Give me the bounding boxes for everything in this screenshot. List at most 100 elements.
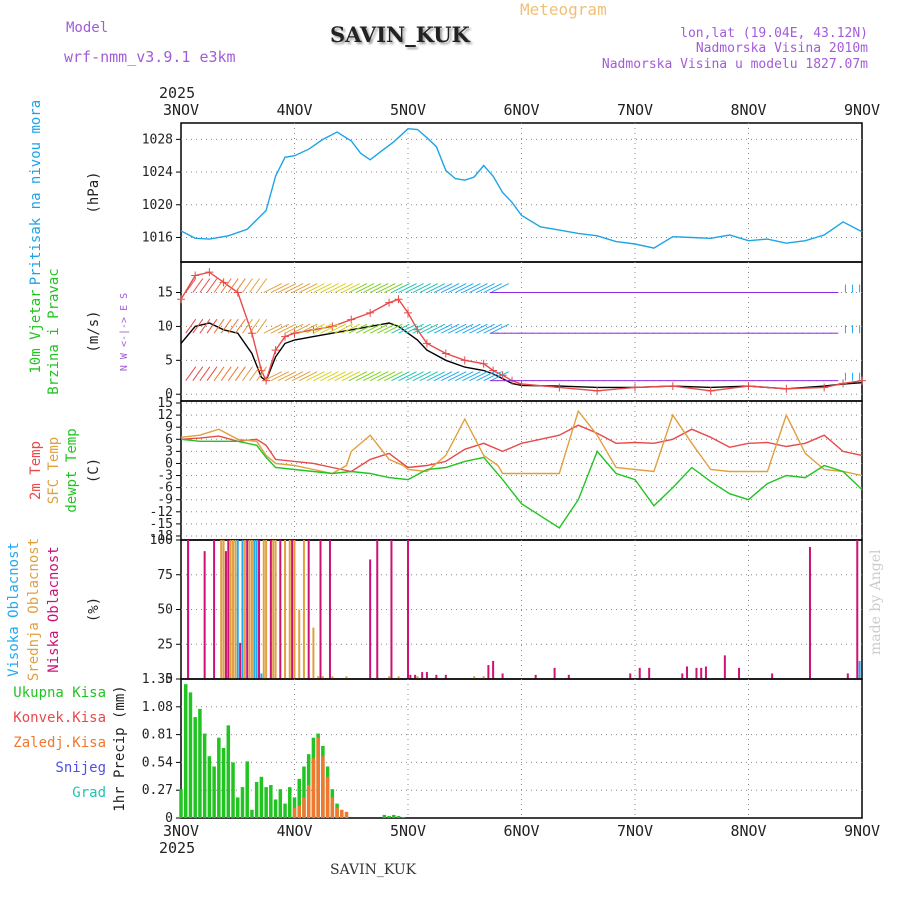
cloud-bar — [723, 655, 726, 679]
cloud-bar — [250, 540, 253, 679]
precip-bar — [259, 776, 264, 818]
precip-bar — [221, 747, 226, 818]
wind-side-label-1: Brzina i Pravac — [46, 268, 62, 394]
wind-arrow — [476, 323, 495, 334]
cloud-bar — [236, 540, 239, 679]
wind-arrow — [440, 283, 460, 293]
wind-arrow — [469, 283, 488, 293]
cloud-bar — [260, 673, 263, 679]
cloud-bar — [407, 540, 409, 679]
wind-arrow — [277, 323, 297, 334]
wind-arrow — [306, 323, 325, 334]
top-xtick-label: 8NOV — [730, 101, 766, 119]
wind-arrow — [256, 318, 268, 334]
cloud-bar — [397, 676, 400, 679]
precip-ytick-label: 0.81 — [142, 728, 173, 743]
wind-gust-marker — [205, 268, 214, 277]
bottom-xtick-label: 8NOV — [730, 822, 766, 840]
wind-arrow — [355, 283, 375, 293]
wind-arrow — [377, 371, 396, 382]
precip-bar — [382, 814, 387, 818]
wind-arrow — [199, 366, 211, 381]
cloud-bar — [328, 540, 331, 679]
cloud-bar — [253, 540, 256, 679]
cloud-bar — [279, 540, 282, 679]
cloud-bar — [425, 672, 428, 679]
pressure-ytick-label: 1020 — [142, 198, 173, 213]
wind-arrow — [447, 283, 467, 293]
top-xtick-label: 7NOV — [617, 101, 653, 119]
precip-bar — [231, 762, 235, 818]
wind-gust-marker — [422, 339, 431, 348]
bottom-xtick-label: 4NOV — [276, 822, 312, 840]
cloud-bar — [700, 667, 703, 679]
wind-arrow — [234, 366, 246, 381]
wind-arrow — [398, 371, 417, 382]
wind-arrow — [256, 278, 268, 293]
wind-arrow — [433, 323, 453, 334]
wind-arrow — [341, 283, 361, 293]
cloud-bar — [291, 540, 294, 679]
temperature-ytick-label: 0 — [165, 456, 173, 471]
temperature-ytick-label: 6 — [165, 432, 173, 447]
wind-arrow — [348, 323, 368, 334]
wind-arrow — [369, 323, 389, 334]
precip-bar — [330, 797, 335, 818]
cloud-bar — [421, 672, 424, 679]
cloud-ytick-label: 75 — [157, 568, 173, 583]
precip-bar — [236, 797, 240, 818]
cloud-bar — [203, 551, 206, 679]
wind-gust-marker — [479, 359, 488, 368]
wind-arrow — [419, 283, 439, 293]
cloud-bar — [704, 666, 707, 679]
temperature-side-label-0: 2m Temp — [28, 441, 44, 500]
cloud-bar — [213, 540, 216, 679]
wind-arrow — [220, 366, 232, 381]
wind-gust-marker — [858, 376, 866, 385]
cloud-bar — [246, 540, 249, 679]
cloud-bar — [414, 674, 417, 679]
wind-arrow — [327, 283, 346, 293]
top-xtick-label: 6NOV — [503, 101, 539, 119]
cloud-bar — [187, 540, 190, 679]
precip-ytick-label: 1.35 — [142, 672, 173, 687]
cloud-bar — [681, 673, 684, 679]
cloud-bar — [220, 540, 223, 679]
wind-gust-marker — [366, 308, 375, 317]
precip-legend-2: Zaledj.Kisa — [13, 735, 106, 751]
wind-ytick-label: 5 — [165, 353, 173, 368]
temperature-series-2 — [180, 438, 863, 529]
top-xtick-label: 4NOV — [276, 101, 312, 119]
wind-arrow — [334, 323, 353, 334]
wind-gust-marker — [290, 329, 299, 338]
precip-ytick-label: 0 — [165, 811, 173, 826]
cloud-bar — [298, 609, 301, 679]
precip-bar — [193, 717, 197, 818]
wind-arrow — [483, 323, 502, 334]
cloud-bar — [274, 540, 277, 679]
wind-arrow — [369, 371, 389, 382]
wind-gust-marker — [839, 379, 848, 388]
wind-arrow — [249, 318, 260, 334]
top-xtick-label: 5NOV — [390, 101, 426, 119]
precip-bar — [250, 809, 254, 818]
precip-bar — [264, 787, 268, 818]
cloud-bar — [269, 540, 272, 679]
wind-arrow — [263, 283, 282, 293]
wind-arrow — [377, 323, 396, 334]
cloud-side-label-1: Srednja Oblacnost — [26, 538, 42, 681]
cloud-bar — [388, 676, 391, 679]
wind-gust-marker — [404, 308, 412, 317]
wind-arrow — [362, 323, 382, 334]
cloud-bar — [262, 540, 265, 679]
cloud-bar — [227, 540, 230, 679]
wind-arrow — [405, 371, 424, 382]
temperature-ytick-label: -3 — [157, 469, 173, 484]
wind-arrow — [185, 366, 197, 381]
precip-bar — [306, 785, 311, 818]
wind-arrow — [270, 283, 290, 293]
cloud-bar — [858, 660, 861, 679]
station-name: SAVIN_KUK — [330, 22, 470, 47]
wind-gust-marker — [271, 346, 280, 355]
precip-bar — [302, 797, 306, 818]
